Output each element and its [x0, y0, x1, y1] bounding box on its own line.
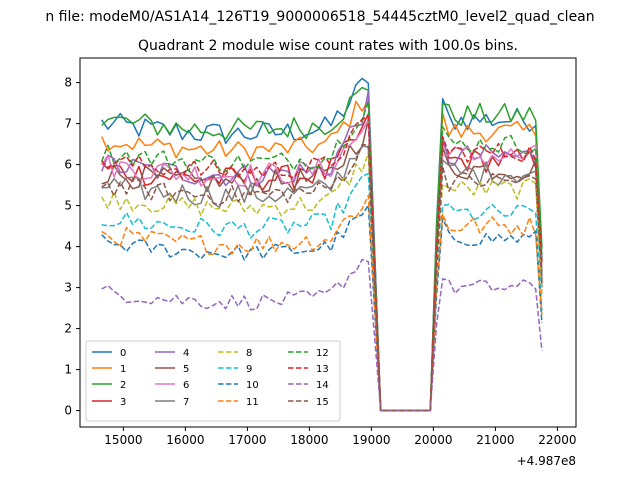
y-tick-label-4: 4: [64, 240, 72, 254]
legend-label-1: 1: [120, 364, 126, 375]
x-tick-label-1: 16000: [166, 433, 204, 447]
legend-label-13: 13: [316, 364, 329, 375]
y-tick-label-3: 3: [64, 281, 72, 295]
x-tick-label-2: 17000: [228, 433, 266, 447]
legend-label-15: 15: [316, 397, 329, 408]
legend-label-0: 0: [120, 348, 126, 359]
series-layer: [101, 77, 543, 412]
legend-label-2: 2: [120, 380, 126, 391]
series-line-1: [101, 99, 543, 412]
series-line-9: [101, 172, 543, 412]
legend-label-9: 9: [246, 364, 252, 375]
legend-label-10: 10: [246, 380, 259, 391]
series-line-13: [101, 115, 543, 412]
series-line-5: [101, 118, 543, 412]
series-line-2: [101, 86, 543, 412]
legend-label-6: 6: [183, 380, 189, 391]
legend-label-3: 3: [120, 397, 126, 408]
series-line-10: [101, 204, 543, 412]
y-tick-label-2: 2: [64, 322, 72, 336]
y-tick-label-0: 0: [64, 404, 72, 418]
x-tick-label-6: 21000: [476, 433, 514, 447]
legend-label-11: 11: [246, 397, 259, 408]
y-tick-label-6: 6: [64, 158, 72, 172]
figure-title: n file: modeM0/AS1A14_126T19_9000006518_…: [45, 9, 594, 25]
plot-frame: [79, 57, 577, 428]
series-line-14: [101, 258, 543, 412]
legend-label-7: 7: [183, 397, 189, 408]
y-axis: 0 1 2 3 4 5 6 7 8: [64, 76, 80, 418]
x-tick-label-4: 19000: [352, 433, 390, 447]
x-tick-label-3: 18000: [290, 433, 328, 447]
series-line-6: [101, 119, 543, 412]
legend-label-12: 12: [316, 348, 329, 359]
series-line-8: [101, 152, 543, 412]
series-line-12: [101, 100, 543, 412]
y-tick-label-1: 1: [64, 363, 72, 377]
x-tick-label-0: 15000: [104, 433, 142, 447]
legend-label-8: 8: [246, 348, 252, 359]
x-axis: 15000 16000 17000 18000 19000 20000 21000 22000: [104, 427, 576, 447]
x-offset-label: +4.987e8: [517, 454, 576, 468]
legend-box: [85, 340, 341, 422]
y-tick-label-7: 7: [64, 117, 72, 131]
legend-label-14: 14: [316, 380, 329, 391]
chart-title: Quadrant 2 module wise count rates with …: [138, 38, 518, 54]
legend-label-5: 5: [183, 364, 189, 375]
legend-label-4: 4: [183, 348, 189, 359]
y-tick-label-8: 8: [64, 76, 72, 90]
series-line-11: [101, 194, 543, 412]
series-line-15: [101, 143, 543, 412]
x-tick-label-5: 20000: [414, 433, 452, 447]
x-tick-label-7: 22000: [538, 433, 576, 447]
y-tick-label-5: 5: [64, 199, 72, 213]
